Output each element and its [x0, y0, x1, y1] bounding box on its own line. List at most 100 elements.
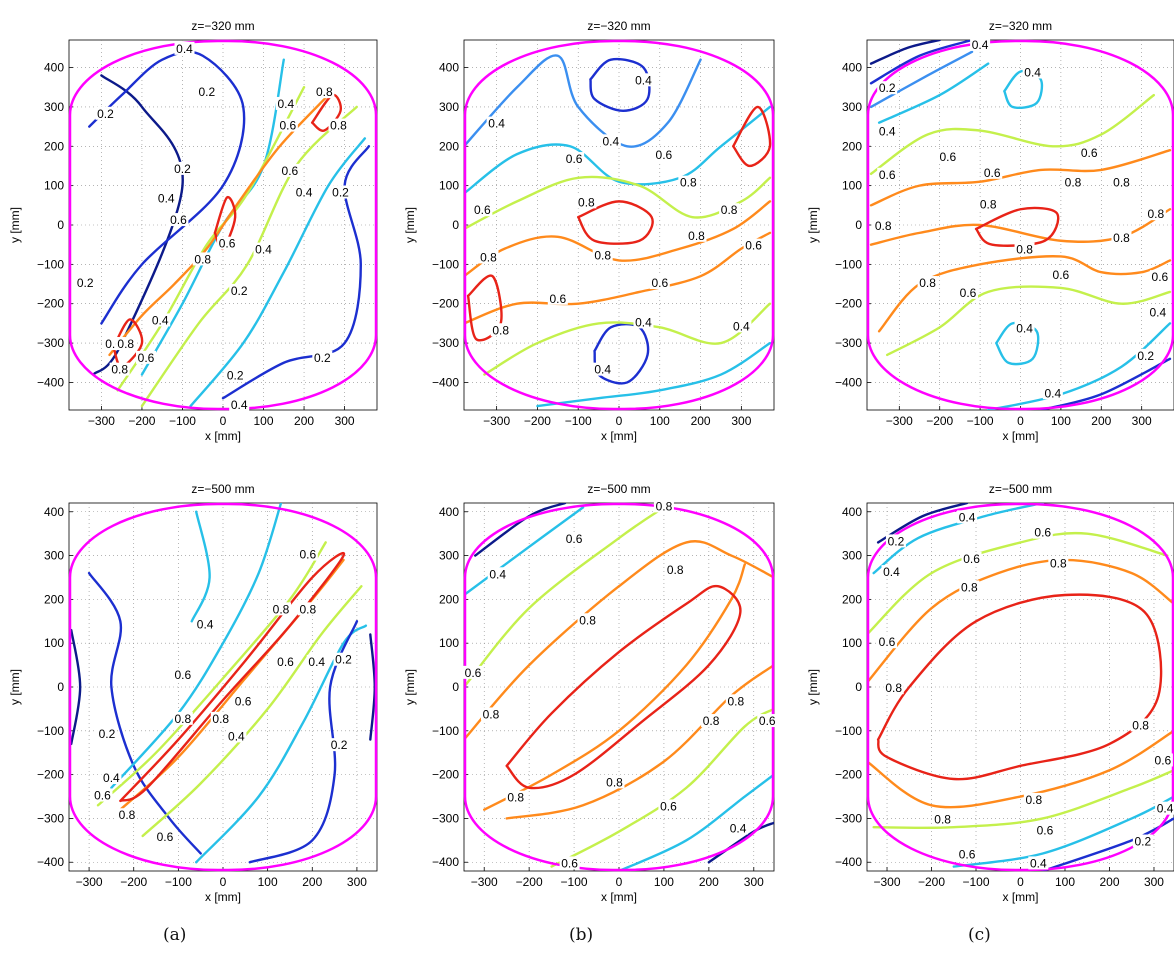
y-tick-label: 300 — [439, 100, 459, 114]
x-tick-label: 300 — [1144, 875, 1164, 889]
contour-line-0.4 — [872, 503, 1044, 575]
contour-label: 0.2 — [231, 284, 248, 298]
contour-label: 0.6 — [939, 150, 956, 164]
contour-line-0.4 — [617, 773, 774, 871]
contour-line-peak — [732, 105, 772, 168]
contour-label-bg — [877, 124, 898, 138]
x-tick-label: 0 — [616, 414, 623, 428]
panel-title: z=−500 mm — [587, 482, 650, 496]
contour-label-bg — [226, 729, 247, 743]
contour-line-0.4 — [110, 503, 283, 789]
y-axis-label: y [mm] — [806, 669, 820, 705]
contour-label-bg — [174, 41, 195, 55]
contour-label-bg — [294, 185, 315, 199]
y-tick-label: −100 — [835, 724, 862, 738]
contour-label: 0.4 — [197, 618, 214, 632]
y-tick-label: 100 — [842, 636, 862, 650]
y-tick-label: −400 — [37, 375, 64, 389]
contour-label: 0.4 — [1016, 321, 1033, 335]
contour-label-bg — [117, 808, 138, 822]
contour-label-bg — [480, 707, 501, 721]
contour-label-bg — [873, 218, 894, 232]
y-tick-label: 200 — [439, 592, 459, 606]
contour-label: 0.8 — [316, 85, 333, 99]
x-tick-label: 0 — [616, 875, 623, 889]
contour-label-bg — [1034, 823, 1055, 837]
contour-label-bg — [653, 148, 674, 162]
y-tick-label: −400 — [432, 855, 459, 869]
contour-label-bg — [196, 85, 217, 99]
contour-label: 0.6 — [960, 286, 977, 300]
contour-label-bg — [877, 167, 898, 181]
panel-b-top: −300 −200 −100 0 100 200 300 −400 −300 −200 −100 0 1… — [403, 19, 775, 443]
contour-label-bg — [271, 602, 292, 616]
contour-label-bg — [937, 150, 958, 164]
contour-label: 0.6 — [1155, 753, 1172, 767]
contour-lines — [867, 503, 1174, 871]
contour-line-0.8 — [867, 558, 1174, 684]
y-tick-label: 200 — [439, 139, 459, 153]
contour-label: 0.6 — [566, 532, 583, 546]
contour-label-bg — [1149, 270, 1170, 284]
y-tick-label: −200 — [37, 297, 64, 311]
contour-label-bg — [279, 163, 300, 177]
panel-title: z=−320 mm — [191, 19, 254, 33]
y-tick-label: −200 — [432, 768, 459, 782]
contour-label-bg — [277, 118, 298, 132]
y-tick-label: −100 — [432, 257, 459, 271]
contour-label-bg — [959, 580, 980, 594]
contour-label-bg — [1023, 792, 1044, 806]
contour-line-0.6 — [869, 93, 1155, 176]
caption-b: (b) — [569, 925, 594, 945]
contour-line-peak — [577, 200, 654, 245]
contour-label: 0.6 — [235, 694, 252, 708]
contour-label-bg — [486, 116, 507, 130]
x-tick-label: 100 — [650, 414, 670, 428]
contour-label: 0.2 — [888, 534, 905, 548]
contour-label-bg — [592, 362, 613, 376]
contour-label: 0.6 — [959, 848, 976, 862]
contour-label: 0.4 — [730, 821, 747, 835]
contour-label: 0.8 — [492, 323, 509, 337]
x-tick-label: −100 — [565, 414, 592, 428]
contour-label-bg — [1130, 718, 1151, 732]
caption-a: (a) — [163, 925, 187, 945]
x-tick-label: 100 — [1055, 875, 1075, 889]
contour-label: 0.2 — [335, 653, 352, 667]
x-tick-label: −200 — [918, 875, 945, 889]
contour-label-bg — [1135, 348, 1156, 362]
contour-label-bg — [701, 714, 722, 728]
contour-label: 0.8 — [578, 195, 595, 209]
contour-label: 0.6 — [879, 168, 896, 182]
panel-c-bottom: −300 −200 −100 0 100 200 300 −400 −300 −200 −100 0 1… — [806, 482, 1174, 904]
x-tick-label: −100 — [165, 875, 192, 889]
x-tick-label: 300 — [335, 414, 355, 428]
x-tick-label: 300 — [744, 875, 764, 889]
y-tick-label: 300 — [44, 100, 64, 114]
contour-label: 0.4 — [488, 117, 505, 131]
contour-label: 0.6 — [277, 655, 294, 669]
contour-label-bg — [1063, 175, 1084, 189]
x-tick-label: 100 — [654, 875, 674, 889]
contour-label-bg — [490, 323, 511, 337]
contour-label: 0.4 — [883, 565, 900, 579]
contour-line-0.8 — [464, 200, 772, 278]
contour-label: 0.8 — [727, 694, 744, 708]
y-tick-label: 0 — [855, 218, 862, 232]
x-tick-label: −100 — [962, 875, 989, 889]
contour-line-0.6 — [140, 105, 358, 408]
x-tick-label: −300 — [874, 875, 901, 889]
contour-label: 0.6 — [660, 799, 677, 813]
contour-line-0.6 — [464, 175, 772, 231]
contour-label: 0.4 — [879, 125, 896, 139]
contour-line-0.6 — [550, 707, 774, 868]
contour-label-bg — [225, 368, 246, 382]
x-tick-label: −100 — [561, 875, 588, 889]
contour-label: 0.6 — [1081, 146, 1098, 160]
contour-label-bg — [192, 252, 213, 266]
y-axis-label: y [mm] — [403, 207, 417, 243]
x-tick-label: −100 — [169, 414, 196, 428]
contour-line-0.8 — [867, 729, 1174, 809]
contour-label: 0.6 — [1034, 526, 1051, 540]
contour-line-0.6 — [464, 506, 666, 689]
